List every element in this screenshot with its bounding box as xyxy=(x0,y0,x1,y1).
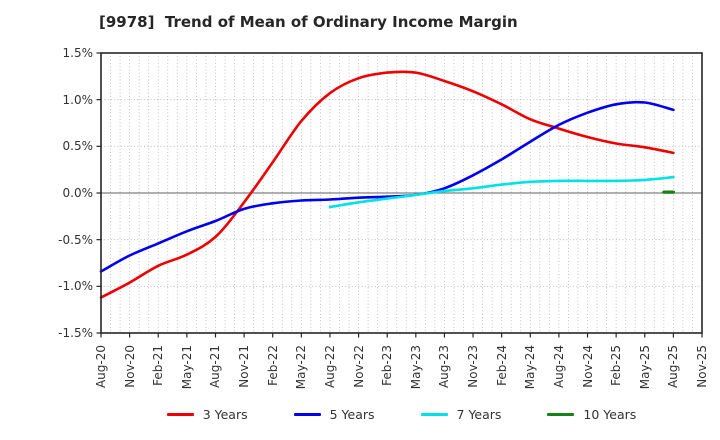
x-tick-label: Aug-25 xyxy=(666,345,681,389)
x-tick-label: Aug-22 xyxy=(322,345,337,389)
legend-label: 10 Years xyxy=(583,406,637,422)
y-tick-label: 0.0% xyxy=(62,186,94,200)
plot-border xyxy=(100,52,703,334)
x-tick-label: Feb-23 xyxy=(380,345,395,386)
chart-title: [9978] Trend of Mean of Ordinary Income … xyxy=(99,13,518,31)
series-line-5-years xyxy=(99,100,675,273)
legend-swatch-3-years xyxy=(166,412,194,416)
x-tick-label: Aug-24 xyxy=(551,345,566,389)
y-tick-label: -0.5% xyxy=(58,232,93,247)
y-tick-label: 0.5% xyxy=(62,139,94,154)
x-tick-label: Nov-23 xyxy=(466,345,481,388)
x-tick-label: May-24 xyxy=(523,345,538,390)
x-tick-label: Nov-22 xyxy=(351,345,366,388)
series-lines xyxy=(99,70,675,299)
x-tick-label: Nov-21 xyxy=(237,345,252,388)
legend-label: 7 Years xyxy=(456,406,502,422)
legend-item-10-years: 10 Years xyxy=(547,407,636,422)
x-tick-label: Nov-25 xyxy=(695,345,709,388)
x-tick-label: May-21 xyxy=(179,345,194,390)
x-tick-label: Feb-21 xyxy=(151,345,166,386)
x-tick-label: Nov-20 xyxy=(122,345,137,388)
x-tick-label: Aug-21 xyxy=(208,345,223,389)
legend-swatch-5-years xyxy=(293,412,321,416)
x-tick-label: Feb-24 xyxy=(494,345,509,386)
x-tick-label: May-25 xyxy=(637,345,652,390)
y-tick-label: -1.5% xyxy=(58,326,93,340)
x-tick-label: May-22 xyxy=(294,345,309,390)
x-tick-label: Feb-25 xyxy=(609,345,624,386)
x-tick-label: Aug-23 xyxy=(437,345,452,389)
gridlines xyxy=(101,53,702,333)
y-tick-label: -1.0% xyxy=(58,279,93,294)
y-tick-label: 1.5% xyxy=(62,46,94,60)
legend-swatch-10-years xyxy=(547,412,575,416)
legend: 3 Years 5 Years 7 Years 10 Years xyxy=(101,402,702,426)
legend-label: 5 Years xyxy=(329,406,375,422)
series-line-7-years xyxy=(328,175,675,209)
legend-item-3-years: 3 Years xyxy=(166,406,248,422)
series-line-3-years xyxy=(99,70,675,299)
legend-swatch-7-years xyxy=(420,412,448,416)
legend-label: 3 Years xyxy=(202,406,248,422)
x-tick-label: Feb-22 xyxy=(265,345,280,386)
x-tick-label: Nov-24 xyxy=(580,345,595,388)
legend-item-5-years: 5 Years xyxy=(293,406,375,422)
x-tick-label: Aug-20 xyxy=(94,345,108,389)
x-tick-label: May-23 xyxy=(408,345,423,390)
y-tick-label: 1.0% xyxy=(62,92,94,107)
legend-item-7-years: 7 Years xyxy=(420,406,502,422)
